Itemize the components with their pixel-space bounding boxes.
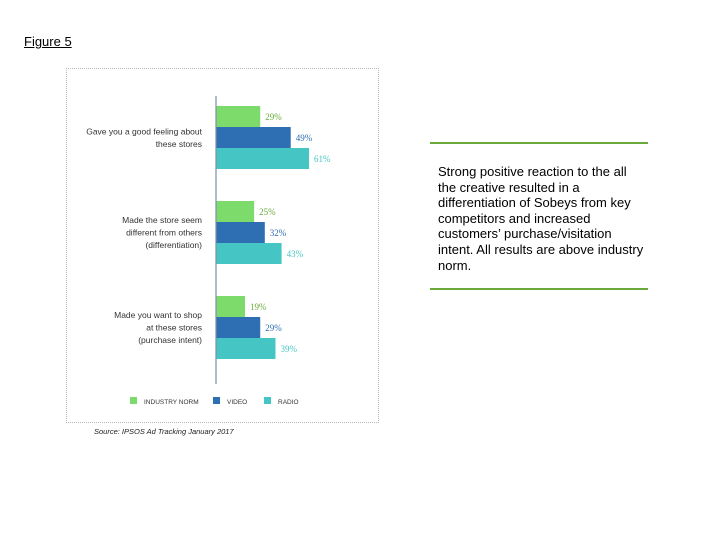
data-label: 39% [280,344,297,354]
category-label: Made you want to shop [114,310,202,320]
bar-radio-1 [216,148,310,169]
bar-industry-norm-2 [216,201,255,222]
data-label: 61% [314,154,331,164]
legend-swatch-radio [264,397,271,404]
bar-industry-norm-3 [216,296,245,317]
chart-frame [66,68,379,423]
bar-video-2 [216,222,265,243]
category-label: (purchase intent) [138,335,202,345]
category-label: these stores [156,139,202,149]
callout-text: Strong positive reaction to the all the … [438,164,644,273]
legend-swatch-video [213,397,220,404]
category-label: (differentiation) [145,240,202,250]
legend-label: VIDEO [227,399,247,406]
category-label: at these stores [146,323,202,333]
category-label: Gave you a good feeling about [86,126,202,136]
data-label: 43% [287,249,304,259]
legend-label: RADIO [278,399,299,406]
data-label: 25% [259,207,276,217]
bar-radio-2 [216,243,282,264]
data-label: 49% [296,133,313,143]
data-label: 32% [270,228,287,238]
bar-industry-norm-1 [216,106,261,127]
legend-swatch-industry-norm [130,397,137,404]
data-label: 29% [265,112,282,122]
data-label: 29% [265,323,282,333]
bar-video-3 [216,317,261,338]
data-label: 19% [250,302,267,312]
callout-box: Strong positive reaction to the all the … [430,142,648,290]
legend-label: INDUSTRY NORM [144,399,199,406]
figure-label: Figure 5 [24,34,72,49]
category-label: Made the store seem [122,215,202,225]
source-note: Source: IPSOS Ad Tracking January 2017 [94,427,234,436]
category-label: different from others [126,228,202,238]
bar-video-1 [216,127,291,148]
bar-radio-3 [216,338,276,359]
